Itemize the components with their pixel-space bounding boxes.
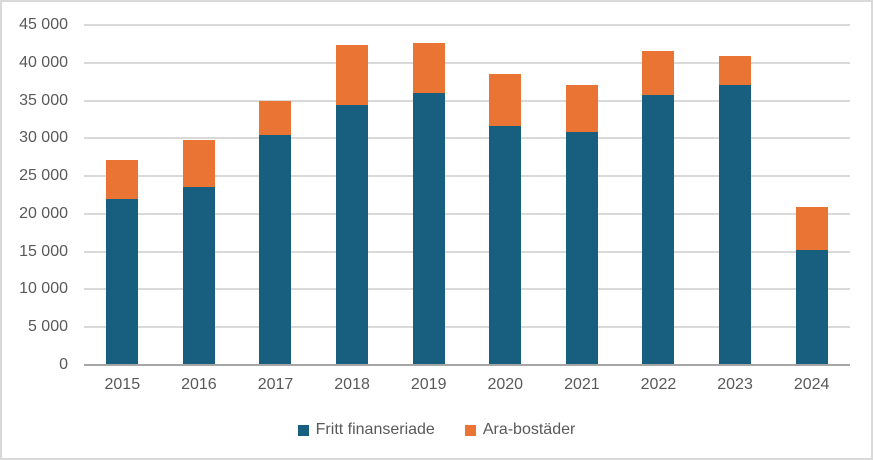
y-tick-label: 0 [59,356,68,373]
x-tick-label-2017: 2017 [257,376,294,393]
plot-area [84,24,850,366]
bar-slot-2017 [237,25,314,365]
gridline [84,61,850,64]
bar-segment-fritt-finanseriade-2019 [412,93,445,365]
bar-segment-ara-bost-der-2023 [719,56,752,86]
bar-slot-2024 [773,25,850,365]
bar-segment-ara-bost-der-2022 [642,51,675,96]
bar-segment-ara-bost-der-2016 [182,139,215,187]
bar-slot-2019 [390,25,467,365]
legend-swatch-icon [464,424,476,436]
bar-stack-2020 [489,74,522,365]
bar-segment-fritt-finanseriade-2015 [106,198,139,365]
bar-stack-2021 [565,84,598,365]
bar-slot-2015 [84,25,161,365]
y-tick-label: 5 000 [27,318,68,336]
x-tick-label-2021: 2021 [564,376,600,393]
x-tick-label-2024: 2024 [793,376,830,393]
y-tick-label: 40 000 [19,53,68,71]
y-tick-label: 30 000 [19,129,68,147]
legend-swatch-icon [297,424,309,436]
gridline [84,326,850,329]
x-tick-label-2023: 2023 [717,376,753,393]
bar-segment-ara-bost-der-2017 [259,100,292,136]
bar-segment-ara-bost-der-2024 [795,207,828,251]
gridline [84,250,850,253]
y-axis: 45 000 40 000 35 000 30 000 25 000 20 000 15 0… [2,2,68,458]
bar-slot-2016 [161,25,238,365]
bar-slot-2023 [697,25,774,365]
bar-segment-fritt-finanseriade-2023 [719,85,752,365]
x-tick-label-2020: 2020 [487,376,524,393]
bar-segment-ara-bost-der-2021 [565,84,598,132]
legend-label: Ara-bostäder [482,421,576,438]
x-axis-line [84,364,850,366]
x-tick-label-2022: 2022 [640,376,677,393]
x-axis: 2015 2016 2017 2018 2019 2020 2021 2022 2023 2024 [84,375,850,395]
bar-segment-fritt-finanseriade-2016 [182,186,215,365]
bar-slot-2022 [620,25,697,365]
bar-segment-fritt-finanseriade-2020 [489,125,522,365]
x-tick-label-2019: 2019 [410,376,447,393]
bar-segment-fritt-finanseriade-2024 [795,250,828,365]
gridline [84,24,850,26]
gridline [84,99,850,102]
y-tick-label: 10 000 [19,280,68,298]
bar-segment-ara-bost-der-2018 [336,44,369,106]
x-tick-label-2018: 2018 [334,376,370,393]
gridline [84,175,850,178]
bar-segment-ara-bost-der-2019 [412,43,445,93]
bar-segment-fritt-finanseriade-2017 [259,135,292,365]
y-tick-label: 20 000 [19,204,68,222]
y-tick-label: 45 000 [19,16,68,33]
legend: Fritt finanseriade Ara-bostäder [2,421,871,439]
legend-item-ara-bost-der: Ara-bostäder [464,421,576,439]
y-tick-label: 25 000 [19,167,68,185]
legend-label: Fritt finanseriade [315,421,435,438]
bar-stack-2022 [642,51,675,365]
bar-slot-2018 [314,25,391,365]
gridline [84,137,850,140]
y-tick-label: 15 000 [19,242,68,260]
bar-stack-2023 [719,56,752,365]
gridline [84,212,850,215]
bar-segment-fritt-finanseriade-2018 [336,105,369,365]
bar-segment-fritt-finanseriade-2022 [642,95,675,365]
x-tick-label-2015: 2015 [104,376,141,393]
legend-item-fritt-finanseriade: Fritt finanseriade [297,421,435,439]
bar-slot-2021 [544,25,621,365]
bars-row [84,25,850,365]
gridline [84,288,850,291]
bar-stack-2017 [259,100,292,365]
bar-stack-2016 [182,139,215,365]
bar-segment-ara-bost-der-2020 [489,74,522,126]
bar-stack-2015 [106,159,139,365]
bar-slot-2020 [467,25,544,365]
bar-stack-2018 [336,44,369,365]
bar-stack-2019 [412,43,445,365]
bar-stack-2024 [795,207,828,365]
bar-segment-fritt-finanseriade-2021 [565,131,598,365]
bar-segment-ara-bost-der-2015 [106,159,139,199]
y-tick-label: 35 000 [19,91,68,109]
x-tick-label-2016: 2016 [181,376,217,393]
